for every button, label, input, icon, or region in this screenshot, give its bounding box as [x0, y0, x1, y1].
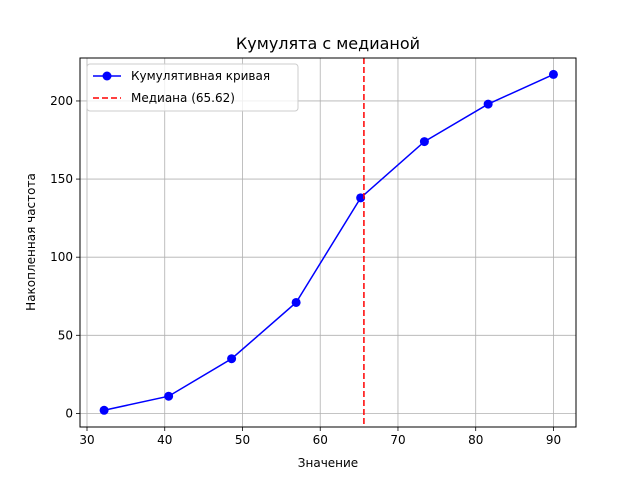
data-point — [356, 193, 366, 203]
legend-entry-median: Медиана (65.62) — [131, 91, 235, 105]
x-tick-label: 40 — [157, 433, 172, 447]
x-axis-label: Значение — [298, 456, 358, 470]
plot-frame — [79, 57, 577, 428]
y-tick-label: 0 — [65, 406, 73, 420]
y-tick-label: 100 — [50, 250, 73, 264]
data-point — [548, 69, 558, 79]
x-tick-label: 60 — [313, 433, 328, 447]
x-tick-label: 70 — [390, 433, 405, 447]
data-point — [164, 391, 174, 401]
y-tick-label: 200 — [50, 94, 73, 108]
data-point — [419, 137, 429, 147]
y-tick-label: 50 — [58, 328, 73, 342]
legend-box — [86, 63, 299, 112]
y-axis-label: Накопленная частота — [24, 173, 38, 311]
axis-ticks: 30 40 50 60 70 80 90 0 50 100 150 200 — [50, 94, 561, 447]
x-tick-label: 30 — [79, 433, 94, 447]
legend-marker-swatch — [102, 71, 112, 81]
x-tick-label: 90 — [546, 433, 561, 447]
y-tick-label: 150 — [50, 172, 73, 186]
x-tick-label: 80 — [468, 433, 483, 447]
series-line-cumulative — [103, 73, 554, 412]
data-point — [291, 297, 301, 307]
legend: Кумулятивная кривая Медиана (65.62) — [86, 63, 299, 112]
legend-entry-curve: Кумулятивная кривая — [131, 69, 270, 83]
plot-series-layer — [99, 58, 558, 427]
chart-title: Кумулята с медианой — [236, 34, 420, 53]
grid-lines — [80, 58, 576, 427]
x-tick-label: 50 — [235, 433, 250, 447]
data-point — [227, 354, 237, 364]
data-point — [483, 99, 493, 109]
data-point — [99, 405, 109, 415]
